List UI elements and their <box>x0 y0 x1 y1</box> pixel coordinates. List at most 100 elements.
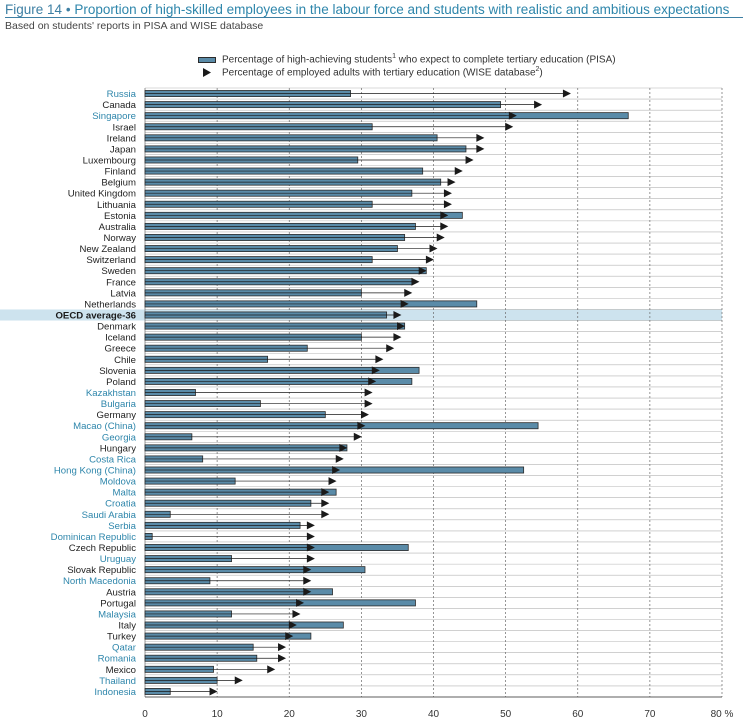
country-label: Iceland <box>105 333 136 344</box>
title-separator: • <box>65 2 71 17</box>
x-tick-label: 20 <box>284 709 296 720</box>
marker-wise <box>267 665 276 674</box>
marker-wise <box>306 543 315 552</box>
x-tick-label: 0 <box>142 709 148 720</box>
marker-wise <box>447 178 456 187</box>
country-label: Serbia <box>108 521 136 532</box>
x-tick-label: 70 <box>644 709 656 720</box>
marker-wise <box>393 333 402 342</box>
country-label: Germany <box>97 410 137 421</box>
x-tick-label: 30 <box>356 709 368 720</box>
marker-wise <box>364 388 373 397</box>
country-label: Luxembourg <box>83 155 136 166</box>
marker-wise <box>436 233 445 242</box>
marker-wise <box>443 200 452 209</box>
marker-wise <box>404 288 413 297</box>
country-label: Italy <box>118 621 136 632</box>
marker-wise <box>476 133 485 142</box>
country-label: Croatia <box>105 499 137 510</box>
marker-wise <box>386 344 395 353</box>
country-label: Netherlands <box>84 299 136 310</box>
country-label: Macao (China) <box>73 421 136 432</box>
marker-wise <box>234 676 243 685</box>
marker-wise <box>465 155 474 164</box>
country-label: Latvia <box>110 288 136 299</box>
marker-wise <box>328 477 337 486</box>
marker-wise <box>285 632 294 641</box>
marker-wise <box>400 299 409 308</box>
marker-wise <box>332 466 341 475</box>
country-label: Indonesia <box>94 687 136 698</box>
country-label: Georgia <box>102 432 137 443</box>
country-label: Austria <box>106 587 137 598</box>
marker-wise <box>278 654 287 663</box>
marker-wise <box>508 111 517 120</box>
marker-wise <box>288 621 297 630</box>
legend-triangle-swatch <box>198 68 216 77</box>
marker-wise <box>209 687 218 696</box>
country-label: Australia <box>99 222 137 233</box>
marker-wise <box>303 576 312 585</box>
marker-wise <box>375 355 384 364</box>
marker-wise <box>306 521 315 530</box>
country-label: Norway <box>103 233 136 244</box>
country-label: United Kingdom <box>68 189 136 200</box>
marker-wise <box>454 167 463 176</box>
legend-label-wise: Percentage of employed adults with terti… <box>222 66 543 79</box>
marker-wise <box>534 100 543 109</box>
marker-wise <box>321 510 330 519</box>
country-label: New Zealand <box>79 244 136 255</box>
country-label: Malta <box>113 488 137 499</box>
marker-wise <box>339 443 348 452</box>
country-label: Uruguay <box>100 554 136 565</box>
country-label: Chile <box>114 355 136 366</box>
x-tick-label: 10 <box>212 709 224 720</box>
marker-wise <box>505 122 514 131</box>
country-label: Russia <box>107 89 137 100</box>
marker-wise <box>303 587 312 596</box>
figure-subtitle: Based on students' reports in PISA and W… <box>5 20 264 32</box>
marker-wise <box>368 377 377 386</box>
country-label: Sweden <box>101 266 136 277</box>
marker-wise <box>371 366 380 375</box>
country-label: Hong Kong (China) <box>54 466 136 477</box>
marker-wise <box>411 277 420 286</box>
marker-wise <box>364 399 373 408</box>
marker-wise <box>418 266 427 275</box>
country-label: Qatar <box>112 643 137 654</box>
country-label: Ireland <box>107 133 136 144</box>
marker-wise <box>425 255 434 264</box>
country-label: Canada <box>102 100 136 111</box>
country-label: Costa Rica <box>89 454 137 465</box>
country-label: Portugal <box>100 598 136 609</box>
country-label: Thailand <box>99 676 136 687</box>
country-label: Turkey <box>107 632 136 643</box>
country-label: Lithuania <box>97 200 137 211</box>
x-tick-label: 40 <box>428 709 440 720</box>
country-label: Japan <box>110 144 136 155</box>
country-label: Slovenia <box>99 366 136 377</box>
country-label: Saudi Arabia <box>82 510 137 521</box>
legend-bar-swatch <box>198 56 216 63</box>
country-label: Estonia <box>104 211 137 222</box>
marker-wise <box>443 189 452 198</box>
legend-entry-wise: Percentage of employed adults with terti… <box>198 66 616 79</box>
marker-wise <box>429 244 438 253</box>
title-underline <box>5 17 743 18</box>
marker-wise <box>397 322 406 331</box>
country-label: Finland <box>105 167 136 178</box>
country-label: Israel <box>113 122 136 133</box>
marker-wise <box>303 565 312 574</box>
figure-title: Proportion of high-skilled employees in … <box>74 2 730 17</box>
country-label: Denmark <box>97 322 136 333</box>
marker-wise <box>335 454 344 463</box>
legend-label-pisa: Percentage of high-achieving students1 w… <box>222 53 616 66</box>
marker-wise <box>292 609 301 618</box>
country-label: North Macedonia <box>63 576 137 587</box>
figure-title-line: Figure 14 • Proportion of high-skilled e… <box>5 2 743 18</box>
x-tick-label: 50 <box>500 709 512 720</box>
country-label: Mexico <box>106 665 136 676</box>
figure-label: Figure 14 <box>5 2 63 17</box>
marker-wise <box>476 144 485 153</box>
country-label: Malaysia <box>98 609 137 620</box>
